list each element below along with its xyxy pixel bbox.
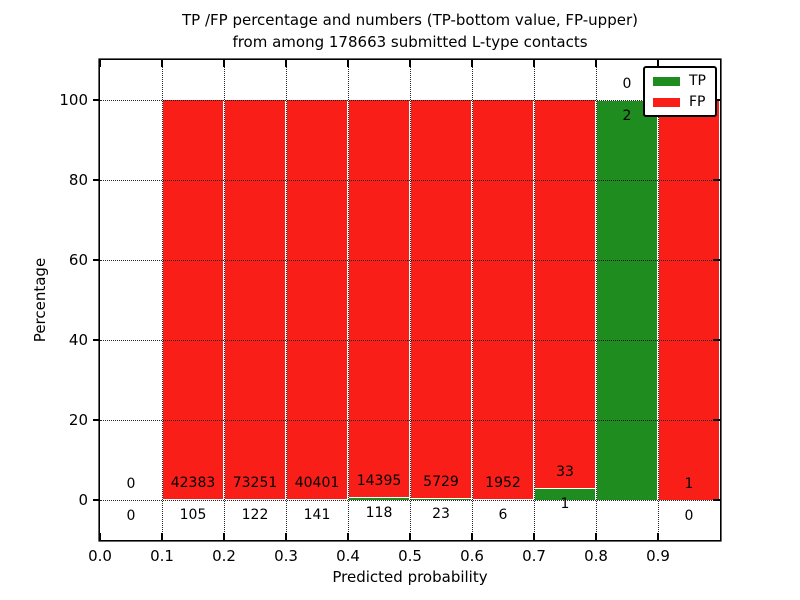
x-tick-label: 0.9 (646, 547, 670, 565)
legend-label-fp: FP (689, 94, 706, 110)
x-tick-label: 0.8 (584, 547, 608, 565)
x-tick-mark-top (409, 60, 411, 67)
legend-label-tp: TP (689, 73, 706, 89)
x-tick-label: 0.7 (522, 547, 546, 565)
gridline-vertical (658, 60, 659, 540)
fp-count-label: 5729 (423, 474, 459, 491)
y-tick-mark-right (713, 179, 720, 181)
tp-count-label: 141 (303, 506, 331, 523)
x-tick-mark-top (657, 60, 659, 67)
y-tick-label: 60 (68, 251, 88, 269)
x-tick-mark (223, 533, 225, 540)
x-tick-mark-top (223, 60, 225, 67)
x-tick-mark (533, 533, 535, 540)
bar-fp-segment (534, 100, 596, 489)
y-tick-mark-right (713, 499, 720, 501)
tp-count-label: 2 (622, 108, 632, 124)
fp-count-label: 0 (622, 76, 632, 92)
x-tick-mark-top (471, 60, 473, 67)
bar-fp-segment (224, 100, 286, 500)
legend: TP FP (643, 66, 717, 117)
bar-fp-segment (472, 100, 534, 499)
y-tick-label: 80 (68, 171, 88, 189)
fp-count-label: 1952 (485, 474, 521, 491)
x-tick-mark (471, 533, 473, 540)
x-tick-mark (595, 533, 597, 540)
gridline-vertical (162, 60, 163, 540)
legend-item-fp: FP (653, 95, 706, 109)
x-tick-mark (409, 533, 411, 540)
gridline-vertical (472, 60, 473, 540)
tp-count-label: 1 (560, 496, 570, 513)
x-tick-mark-top (161, 60, 163, 67)
fp-count-label: 33 (556, 464, 574, 481)
y-tick-mark (93, 419, 100, 421)
x-tick-mark (657, 533, 659, 540)
gridline-vertical (224, 60, 225, 540)
x-tick-mark (347, 533, 349, 540)
x-tick-label: 0.3 (274, 547, 298, 565)
bar-fp-segment (286, 100, 348, 499)
y-tick-mark (93, 179, 100, 181)
fp-count-label: 0 (126, 476, 136, 492)
tp-count-label: 118 (365, 504, 393, 521)
bar-fp-segment (162, 100, 224, 499)
y-tick-mark (93, 339, 100, 341)
tp-count-label: 6 (498, 506, 508, 523)
y-axis-title: Percentage (31, 257, 49, 343)
gridline-vertical (410, 60, 411, 540)
tp-count-label: 23 (432, 506, 450, 523)
chart-title-line2: from among 178663 submitted L-type conta… (232, 33, 588, 51)
x-tick-mark (285, 533, 287, 540)
x-tick-label: 0.0 (88, 547, 112, 565)
chart-title-line1: TP /FP percentage and numbers (TP-bottom… (182, 11, 638, 29)
fp-count-label: 73251 (232, 475, 278, 492)
x-tick-mark-top (595, 60, 597, 67)
bar-tp-segment (596, 100, 658, 500)
y-tick-label: 40 (68, 331, 88, 349)
gridline-vertical (534, 60, 535, 540)
y-tick-mark (93, 259, 100, 261)
gridline-vertical (348, 60, 349, 540)
y-tick-mark (93, 99, 100, 101)
tp-count-label: 0 (126, 508, 136, 524)
legend-item-tp: TP (653, 74, 706, 88)
y-tick-label: 0 (78, 491, 88, 509)
y-tick-mark-right (713, 259, 720, 261)
gridline-vertical (596, 60, 597, 540)
bar-fp-segment (348, 100, 410, 497)
y-tick-label: 100 (59, 91, 88, 109)
gridline-vertical (286, 60, 287, 540)
x-tick-mark-top (533, 60, 535, 67)
bar-fp-segment (410, 100, 472, 499)
x-tick-mark-top (99, 60, 101, 67)
fp-count-label: 42383 (170, 475, 216, 491)
fp-count-label: 14395 (356, 472, 402, 489)
x-tick-label: 0.6 (460, 547, 484, 565)
tp-count-label: 105 (179, 507, 207, 523)
fp-color-swatch-icon (653, 97, 680, 107)
x-tick-label: 0.4 (336, 547, 360, 565)
tp-color-swatch-icon (653, 76, 680, 86)
x-axis-title: Predicted probability (332, 568, 488, 586)
tp-count-label: 0 (684, 508, 694, 524)
x-tick-mark-top (347, 60, 349, 67)
x-tick-mark (161, 533, 163, 540)
x-tick-mark (99, 533, 101, 540)
y-tick-mark-right (713, 419, 720, 421)
x-tick-label: 0.2 (212, 547, 236, 565)
chart-title: TP /FP percentage and numbers (TP-bottom… (100, 9, 720, 53)
fp-count-label: 40401 (294, 474, 340, 491)
bar-fp-segment (658, 100, 720, 500)
tp-count-label: 122 (241, 507, 269, 524)
y-tick-mark (93, 499, 100, 501)
x-tick-label: 0.1 (150, 547, 174, 565)
y-tick-label: 20 (68, 411, 88, 429)
fp-count-label: 1 (684, 476, 694, 492)
x-tick-label: 0.5 (398, 547, 422, 565)
x-tick-mark-top (285, 60, 287, 67)
y-tick-mark-right (713, 339, 720, 341)
